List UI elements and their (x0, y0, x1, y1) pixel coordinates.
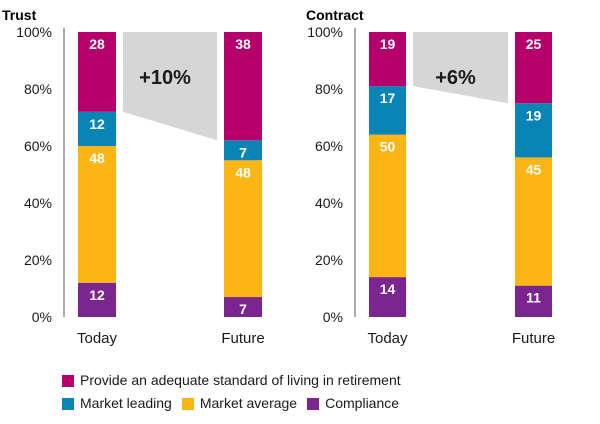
panel-2-label-future-provide: 25 (526, 36, 542, 52)
panel-2-xtick-future: Future (512, 330, 555, 347)
panel-2-gap-shape (413, 32, 508, 104)
panel-1-label-today-leading: 12 (89, 116, 105, 132)
panel-2-bar-today-average (369, 134, 406, 278)
panel-2-ytick-60pct: 60% (315, 138, 343, 154)
panel-1-label-future-leading: 7 (239, 144, 247, 160)
legend-row-1: Provide an adequate standard of living i… (62, 372, 582, 389)
panel-1-title: Trust (2, 7, 37, 23)
panel-1-ytick-40pct: 40% (24, 195, 52, 211)
chart-legend: Provide an adequate standard of living i… (62, 372, 582, 418)
panel-1-label-future-provide: 38 (235, 36, 251, 52)
panel-1-bar-today-compliance (78, 282, 116, 317)
panel-2-label-future-average: 45 (526, 161, 542, 177)
panel-2-ytick-0pct: 0% (323, 309, 343, 325)
panel-2-ytick-80pct: 80% (315, 81, 343, 97)
panel-2-label-future-leading: 19 (526, 107, 542, 123)
panel-2-xtick-today: Today (367, 330, 408, 347)
panel-1-bar-today-leading (78, 111, 116, 146)
legend-item-leading: Market leading (62, 395, 172, 412)
panel-1-ytick-60pct: 60% (24, 138, 52, 154)
legend-item-average: Market average (181, 395, 298, 412)
legend-item-compliance: Compliance (307, 395, 399, 412)
panel-2-gap-annotation: +6% (435, 67, 476, 89)
panel-2-bar-today-compliance (369, 277, 406, 317)
legend-label-average: Market average (199, 395, 298, 411)
legend-swatch-provide (62, 374, 74, 387)
panel-2-bar-future-provide (515, 32, 552, 104)
panel-1-ytick-80pct: 80% (24, 81, 52, 97)
panel-2-ytick-40pct: 40% (315, 195, 343, 211)
legend-swatch-compliance (307, 397, 320, 410)
panel-2-label-future-compliance: 11 (526, 290, 541, 306)
panel-1-bar-future-leading (224, 140, 262, 161)
legend-item-provide: Provide an adequate standard of living i… (62, 372, 401, 389)
legend-swatch-average (181, 397, 194, 410)
panel-1-label-today-compliance: 12 (89, 287, 105, 303)
legend-label-leading: Market leading (80, 395, 172, 411)
panel-1-label-today-average: 48 (89, 150, 105, 166)
panel-1-label-today-provide: 28 (89, 36, 105, 52)
panel-1-bar-today-average (78, 146, 116, 283)
legend-row-2: Market leading Market average Compliance (62, 395, 582, 412)
panel-2-bar-future-leading (515, 103, 552, 158)
panel-2-ytick-20pct: 20% (315, 252, 343, 268)
panel-2-label-today-average: 50 (380, 139, 396, 155)
panel-1-bar-future-provide (224, 32, 262, 141)
panel-1-label-future-compliance: 7 (239, 301, 247, 317)
panel-1-bar-future-compliance (224, 297, 262, 317)
panel-1-bar-today-provide (78, 32, 116, 112)
panel-1-xtick-future: Future (221, 330, 264, 347)
panel-2-bar-today-provide (369, 32, 406, 87)
panel-1-label-future-average: 48 (235, 164, 251, 180)
panel-1-bar-future-average (224, 160, 262, 298)
legend-label-provide: Provide an adequate standard of living i… (80, 372, 401, 388)
panel-2-ytick-100pct: 100% (307, 24, 343, 40)
panel-1-gap-annotation: +10% (139, 67, 191, 89)
panel-1-ytick-100pct: 100% (16, 24, 52, 40)
panel-2-label-today-provide: 19 (380, 36, 396, 52)
panel-1-gap-shape (123, 32, 217, 141)
legend-label-compliance: Compliance (325, 395, 400, 411)
panel-2-label-today-compliance: 14 (380, 281, 396, 297)
panel-2-label-today-leading: 17 (380, 90, 396, 106)
panel-1-ytick-20pct: 20% (24, 252, 52, 268)
panel-1-xtick-today: Today (77, 330, 118, 347)
panel-1-ytick-0pct: 0% (32, 309, 52, 325)
legend-swatch-leading (62, 397, 74, 410)
panel-2-title: Contract (306, 7, 364, 23)
panel-2-bar-future-average (515, 157, 552, 286)
panel-2-bar-today-leading (369, 86, 406, 135)
panel-2-bar-future-compliance (515, 285, 552, 317)
